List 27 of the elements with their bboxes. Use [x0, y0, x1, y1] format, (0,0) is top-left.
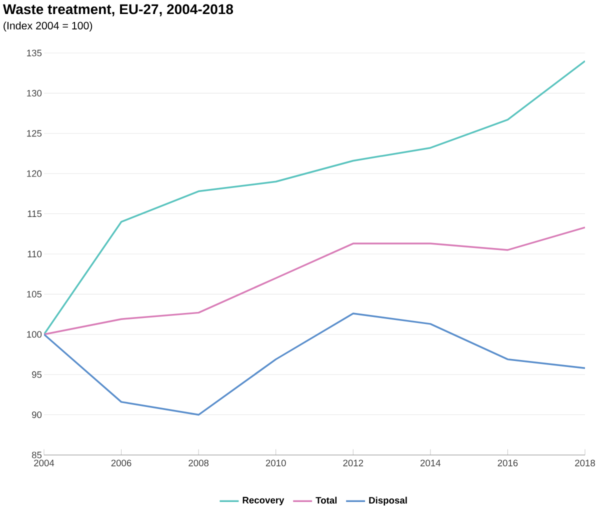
- y-tick-label: 95: [32, 371, 42, 378]
- chart-title: Waste treatment, EU-27, 2004-2018: [2, 4, 234, 16]
- y-tick-label: 90: [32, 412, 42, 418]
- y-tick-label: 115: [28, 210, 42, 218]
- y-tick-label: 100: [27, 331, 42, 338]
- x-tick-label: 2004: [34, 460, 54, 466]
- x-tick-label: 2016: [498, 460, 518, 466]
- y-tick-label: 130: [27, 90, 42, 97]
- legend-label: Recovery: [242, 497, 284, 506]
- legend-label: Total: [316, 496, 337, 504]
- chart-subtitle: (Index 2004 = 100): [4, 22, 92, 32]
- x-tick-label: 2014: [420, 460, 441, 466]
- x-tick-label: 2018: [575, 460, 595, 466]
- y-tick-label: 85: [32, 452, 42, 458]
- y-tick-label: 125: [27, 130, 42, 137]
- y-tick-label: 120: [27, 170, 42, 177]
- x-tick-label: 2012: [343, 460, 364, 466]
- x-tick-label: 2010: [266, 460, 286, 466]
- line-series: [44, 226, 586, 336]
- x-tick-label: 2006: [111, 460, 132, 466]
- y-tick-label: 135: [27, 50, 42, 56]
- legend-label: Disposal: [369, 496, 407, 506]
- x-tick-label: 2008: [188, 460, 209, 466]
- line-series: [44, 312, 586, 416]
- y-tick-label: 110: [28, 250, 42, 258]
- y-tick-label: 105: [27, 290, 42, 298]
- line-series: [44, 60, 586, 336]
